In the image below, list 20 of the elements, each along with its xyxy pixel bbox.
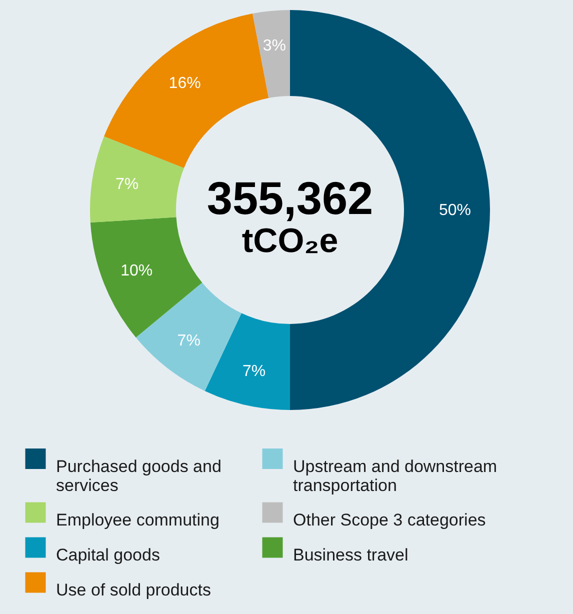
donut-slice (90, 136, 184, 223)
legend-label: Other Scope 3 categories (293, 510, 486, 530)
legend-label: Capital goods (56, 546, 160, 564)
legend-label: Business travel (293, 546, 408, 564)
data-label: 7% (115, 176, 139, 194)
data-label: 7% (242, 363, 266, 380)
data-label: 10% (120, 262, 153, 280)
donut-slice (252, 10, 290, 98)
data-label: 16% (168, 74, 201, 92)
text: tCO₂e (242, 222, 338, 260)
text: 355,362 (206, 172, 374, 224)
data-label: 50% (438, 202, 472, 219)
legend-label: Upstream and downstream transportation (293, 456, 498, 495)
legend-label: Purchased goods and services (56, 456, 222, 495)
legend-label: Employee commuting (56, 510, 220, 530)
donut-slice (136, 282, 242, 391)
legend-label: Use of sold products (56, 580, 211, 600)
data-label: 3% (262, 38, 286, 55)
data-label: 7% (177, 332, 200, 350)
donut-slice (204, 313, 290, 410)
